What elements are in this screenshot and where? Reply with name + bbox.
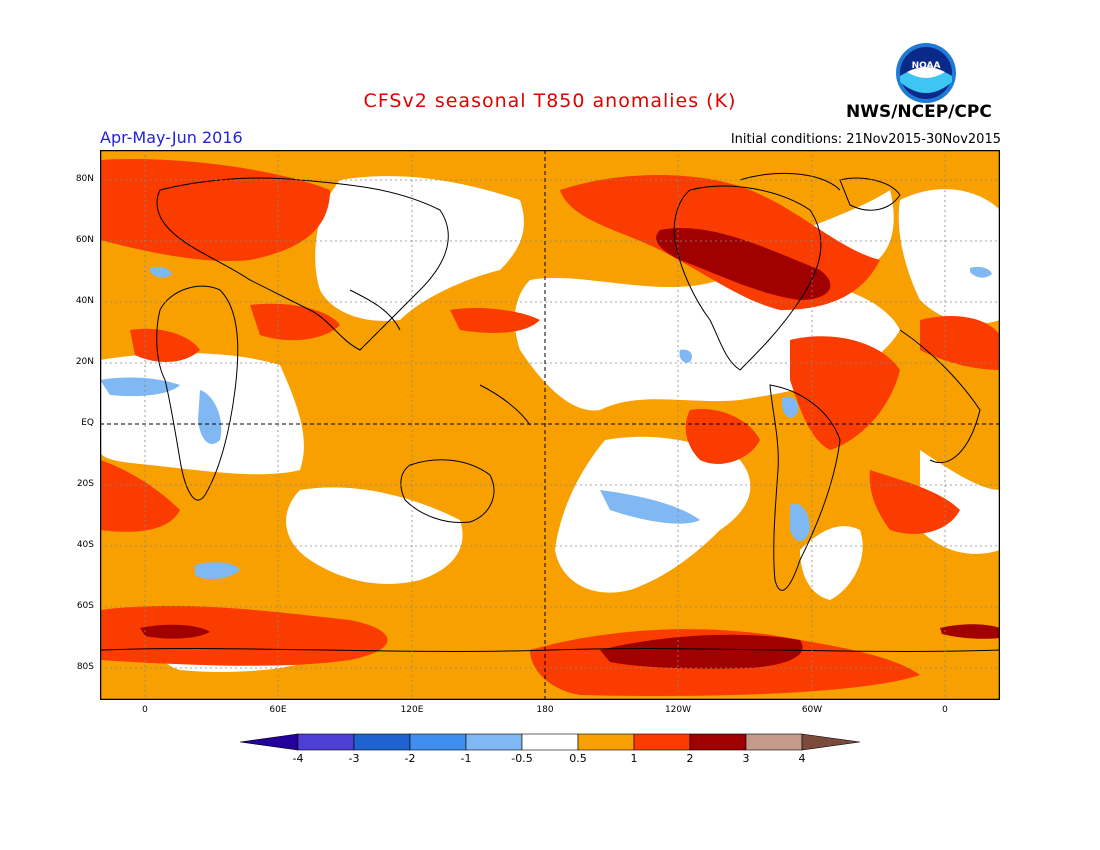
colorbar-label: 4 xyxy=(798,752,806,765)
colorbar-cell xyxy=(577,733,635,751)
forecast-period: Apr-May-Jun 2016 xyxy=(100,128,243,147)
colorbar-label: -4 xyxy=(292,752,304,765)
lat-label: 60N xyxy=(75,235,94,245)
colorbar xyxy=(240,733,861,751)
colorbar-cell xyxy=(465,733,523,751)
colorbar-arrow-high xyxy=(801,733,861,751)
colorbar-cell xyxy=(633,733,691,751)
lon-label: 0 xyxy=(942,705,948,715)
lat-label: 40N xyxy=(75,296,94,306)
colorbar-label: -0.5 xyxy=(511,752,533,765)
colorbar-arrow-low xyxy=(240,733,299,751)
lat-label: 40S xyxy=(76,540,94,550)
lat-grid xyxy=(100,179,1000,669)
anomaly-map xyxy=(100,150,1000,700)
initial-conditions: Initial conditions: 21Nov2015-30Nov2015 xyxy=(730,132,1001,147)
continent-outlines xyxy=(100,173,1000,652)
lon-grid xyxy=(144,150,946,700)
colorbar-cell xyxy=(521,733,579,751)
lon-label: 180 xyxy=(536,705,554,715)
colorbar-cell xyxy=(745,733,803,751)
colorbar-cell xyxy=(409,733,467,751)
colorbar-label: -1 xyxy=(460,752,472,765)
lat-label: 20N xyxy=(75,357,94,367)
lon-label: 120E xyxy=(400,705,424,715)
cool-anomaly-regions xyxy=(100,266,992,580)
lat-label: 80N xyxy=(75,174,94,184)
colorbar-cell xyxy=(297,733,355,751)
noaa-logo: NOAA xyxy=(896,43,956,103)
colorbar-label: 1 xyxy=(630,752,638,765)
colorbar-cell xyxy=(689,733,747,751)
colorbar-label: 3 xyxy=(742,752,750,765)
lon-label: 0 xyxy=(142,705,148,715)
lon-label: 120W xyxy=(664,705,692,715)
chart-title: CFSv2 seasonal T850 anomalies (K) xyxy=(363,90,737,112)
lon-label: 60E xyxy=(269,705,287,715)
logo-text: NOAA xyxy=(912,61,941,71)
colorbar-cell xyxy=(353,733,411,751)
colorbar-label: 0.5 xyxy=(569,752,587,765)
agency-label: NWS/NCEP/CPC xyxy=(846,102,992,122)
lat-label: EQ xyxy=(81,418,94,428)
lat-label: 80S xyxy=(76,662,94,672)
lon-label: 60W xyxy=(801,705,823,715)
colorbar-label: 2 xyxy=(686,752,694,765)
lat-label: 20S xyxy=(76,479,94,489)
colorbar-label: -3 xyxy=(348,752,360,765)
lat-label: 60S xyxy=(76,601,94,611)
map-frame xyxy=(100,150,1000,700)
colorbar-label: -2 xyxy=(404,752,416,765)
strong-warm-anomaly-regions xyxy=(140,228,1000,669)
